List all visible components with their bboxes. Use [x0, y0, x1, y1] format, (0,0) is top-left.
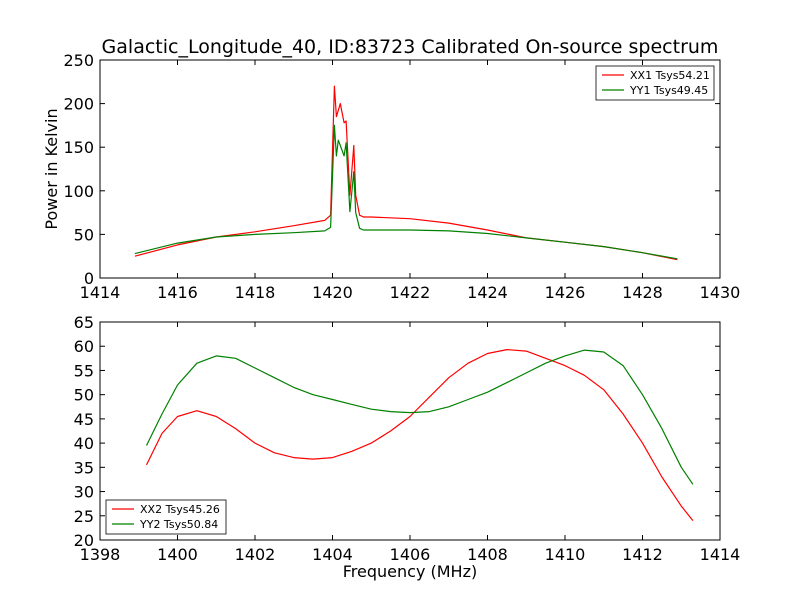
x-tick-label: 1402 [235, 545, 276, 564]
y-tick-label: 55 [74, 361, 94, 380]
y-tick-label: 25 [74, 507, 94, 526]
x-tick-label: 1414 [700, 545, 741, 564]
bottom-plot: 1398 1400 1402 1404 1406 1408 1410 1412 1414 20 25… [74, 313, 741, 564]
chart-title: Galactic_Longitude_40, ID:83723 Calibrat… [102, 36, 719, 58]
y-tick-label: 65 [74, 313, 94, 332]
x-tick-label: 1416 [157, 283, 198, 302]
y-tick-label: 35 [74, 458, 94, 477]
y-tick-label: 200 [63, 95, 94, 114]
legend-box [595, 65, 715, 101]
legend: XX1 Tsys54.21 YY1 Tsys49.45 [595, 65, 715, 101]
x-tick-label: 1428 [622, 283, 663, 302]
y-tick-label: 250 [63, 51, 94, 70]
x-tick-label: 1410 [545, 545, 586, 564]
x-tick-label: 1412 [622, 545, 663, 564]
x-tick-label: 1400 [157, 545, 198, 564]
x-axis-label: Frequency (MHz) [343, 562, 477, 581]
series-line-1 [145, 349, 694, 521]
x-tick-label: 1422 [390, 283, 431, 302]
legend-label: YY1 Tsys49.45 [629, 84, 708, 97]
legend-box [105, 499, 227, 535]
x-tick-label: 1426 [545, 283, 586, 302]
y-tick-label: 100 [63, 182, 94, 201]
x-tick-label: 1430 [700, 283, 741, 302]
x-tick-label: 1408 [467, 545, 508, 564]
x-tick-label: 1424 [467, 283, 508, 302]
x-tick-label: 1414 [80, 283, 121, 302]
x-tick-label: 1420 [312, 283, 353, 302]
y-tick-label: 60 [74, 337, 94, 356]
x-tick-label: 1398 [80, 545, 121, 564]
legend-label: XX2 Tsys45.26 [140, 503, 220, 516]
y-tick-label: 50 [74, 386, 94, 405]
top-plot: 1414 1416 1418 1420 1422 1424 1426 1428 1430 0 50 1… [63, 51, 740, 302]
y-tick-label: 0 [84, 269, 94, 288]
series-line-2 [134, 124, 678, 260]
y-tick-label: 30 [74, 483, 94, 502]
y-tick-label: 40 [74, 434, 94, 453]
y-tick-label: 20 [74, 531, 94, 550]
y-axis-label: Power in Kelvin [42, 108, 61, 229]
x-tick-label: 1404 [312, 545, 353, 564]
legend-label: YY2 Tsys50.84 [139, 518, 218, 531]
x-tick-label: 1406 [390, 545, 431, 564]
legend: XX2 Tsys45.26 YY2 Tsys50.84 [105, 499, 227, 535]
y-tick-label: 50 [74, 225, 94, 244]
series-line-2 [145, 349, 694, 485]
legend-label: XX1 Tsys54.21 [630, 69, 710, 82]
x-tick-label: 1418 [235, 283, 276, 302]
y-tick-label: 150 [63, 138, 94, 157]
y-tick-label: 45 [74, 410, 94, 429]
